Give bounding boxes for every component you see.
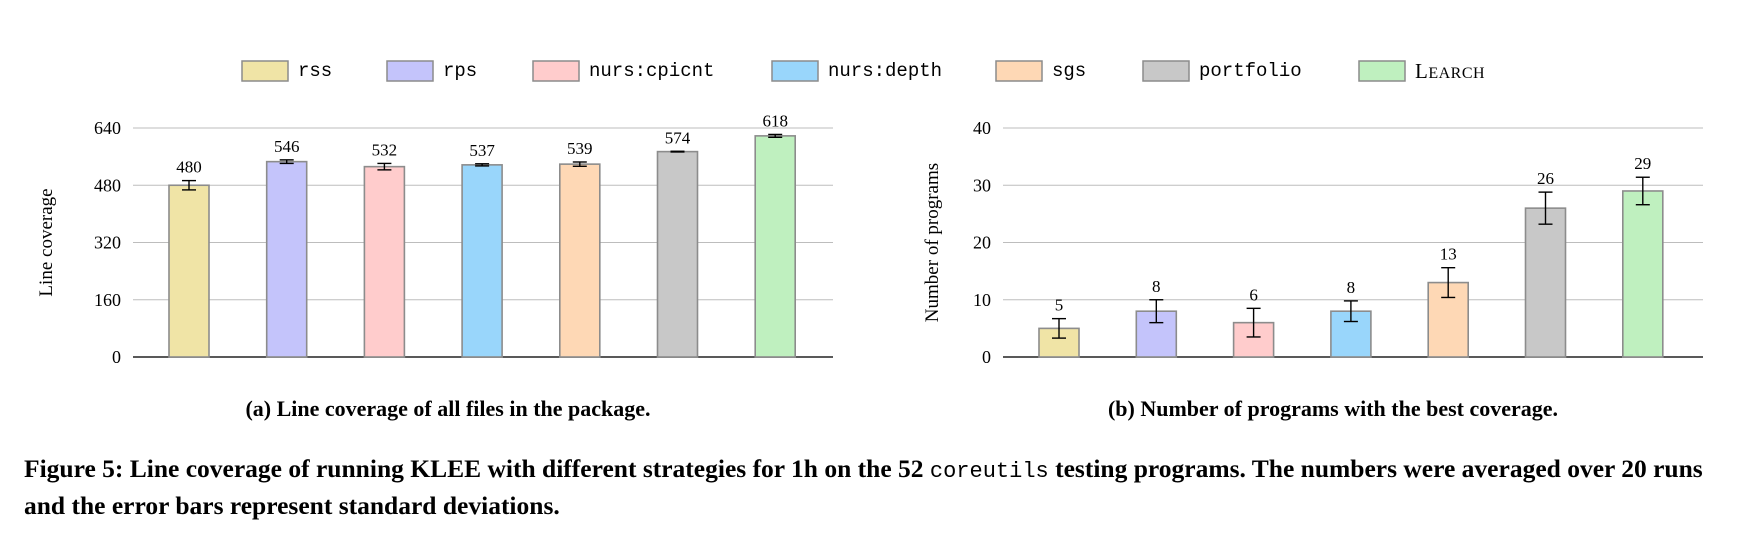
legend-item-nurs-cpicnt: nurs:cpicnt [532, 60, 714, 82]
y-tick-label: 320 [94, 233, 121, 253]
legend-item-sgs: sgs [995, 60, 1086, 82]
y-tick-label: 640 [94, 118, 121, 138]
bar-nurs-depth [461, 164, 503, 358]
error-bar-sgs [1441, 266, 1456, 299]
y-tick-label: 160 [94, 290, 121, 310]
y-tick-label: 30 [973, 175, 991, 195]
data-label: 532 [372, 140, 398, 159]
legend-label-rss: rss [298, 60, 332, 82]
y-axis-label: Number of programs [922, 163, 943, 322]
error-bar-nurs-depth [1343, 300, 1358, 323]
legend-label-sgs: sgs [1052, 60, 1086, 82]
subcaption: (a) Line coverage of all files in the pa… [245, 396, 650, 421]
bar-learch [1622, 190, 1664, 358]
error-bar-rps [1149, 299, 1164, 324]
legend-swatch-rss [241, 60, 289, 82]
y-tick-label: 20 [973, 233, 991, 253]
legend-swatch-portfolio [1142, 60, 1190, 82]
legend-label-portfolio: portfolio [1199, 60, 1302, 82]
bar-rps [265, 160, 308, 358]
legend-label-rps: rps [443, 60, 477, 82]
y-axis-label: Line coverage [36, 188, 57, 296]
legend-swatch-nurs-depth [771, 60, 819, 82]
bar-rss [168, 184, 210, 358]
data-label: 5 [1055, 296, 1064, 315]
error-bar-sgs [572, 161, 587, 167]
figure-caption: Figure 5: Line coverage of running KLEE … [24, 452, 1720, 523]
y-tick-label: 40 [973, 118, 991, 138]
bar-portfolio [1524, 207, 1567, 358]
error-bar-nurs-cpicnt [1246, 307, 1261, 338]
chart-number-of-programs: 0 10 20 30 40 Number of programs 5 8 6 8 13 26 29 (b)… [922, 118, 1703, 421]
legend-item-rss: rss [241, 60, 332, 82]
chart-line-coverage: 0 160 320 480 640 Line coverage 480 546 532 537 53… [36, 111, 833, 421]
y-tick-label: 0 [112, 347, 121, 367]
legend-swatch-rps [386, 60, 434, 82]
data-label: 480 [176, 158, 202, 177]
data-label: 539 [567, 139, 593, 158]
y-tick-label: 0 [982, 347, 991, 367]
legend-item-portfolio: portfolio [1142, 60, 1302, 82]
data-label: 6 [1249, 285, 1258, 304]
legend-label-nurs-depth: nurs:depth [828, 60, 942, 82]
legend-label-learch: LEARCH [1415, 59, 1485, 83]
legend-swatch-sgs [995, 60, 1043, 82]
caption-prefix: Figure 5: Line coverage of running KLEE … [24, 454, 930, 483]
bar-sgs [558, 163, 601, 358]
y-tick-label: 10 [973, 290, 991, 310]
error-bar-nurs-cpicnt [377, 162, 392, 171]
bar-nurs-cpicnt [363, 165, 406, 358]
legend-swatch-nurs-cpicnt [532, 60, 580, 82]
error-bar-portfolio [1538, 191, 1553, 225]
legend-item-rps: rps [386, 60, 477, 82]
y-tick-label: 480 [94, 175, 121, 195]
data-label: 618 [762, 111, 788, 130]
error-bar-rps [279, 159, 294, 165]
legend-label-nurs-cpicnt: nurs:cpicnt [589, 60, 714, 82]
error-bar-nurs-depth [475, 163, 490, 167]
legend-swatch-learch [1358, 60, 1406, 82]
error-bar-learch [1635, 176, 1650, 206]
data-label: 13 [1440, 245, 1457, 264]
legend: rss rps nurs:cpicnt nurs:depth sgs portfolio L… [241, 59, 1485, 83]
error-bar-portfolio [670, 150, 685, 153]
data-label: 29 [1634, 154, 1651, 173]
legend-item-nurs-depth: nurs:depth [771, 60, 942, 82]
bar-portfolio [656, 150, 699, 358]
data-label: 537 [469, 141, 495, 160]
data-label: 574 [665, 128, 691, 147]
data-label: 26 [1537, 169, 1554, 188]
data-label: 8 [1347, 278, 1356, 297]
caption-suffix: testing programs. The numbers were avera… [24, 454, 1703, 520]
subcaption: (b) Number of programs with the best cov… [1108, 396, 1558, 421]
caption-code: coreutils [929, 459, 1049, 484]
error-bar-rss [1052, 317, 1066, 339]
data-label: 8 [1152, 277, 1161, 296]
bar-learch [754, 135, 797, 358]
error-bar-learch [768, 133, 783, 139]
error-bar-rss [182, 179, 196, 191]
legend-item-learch: LEARCH [1358, 59, 1485, 83]
data-label: 546 [274, 137, 300, 156]
